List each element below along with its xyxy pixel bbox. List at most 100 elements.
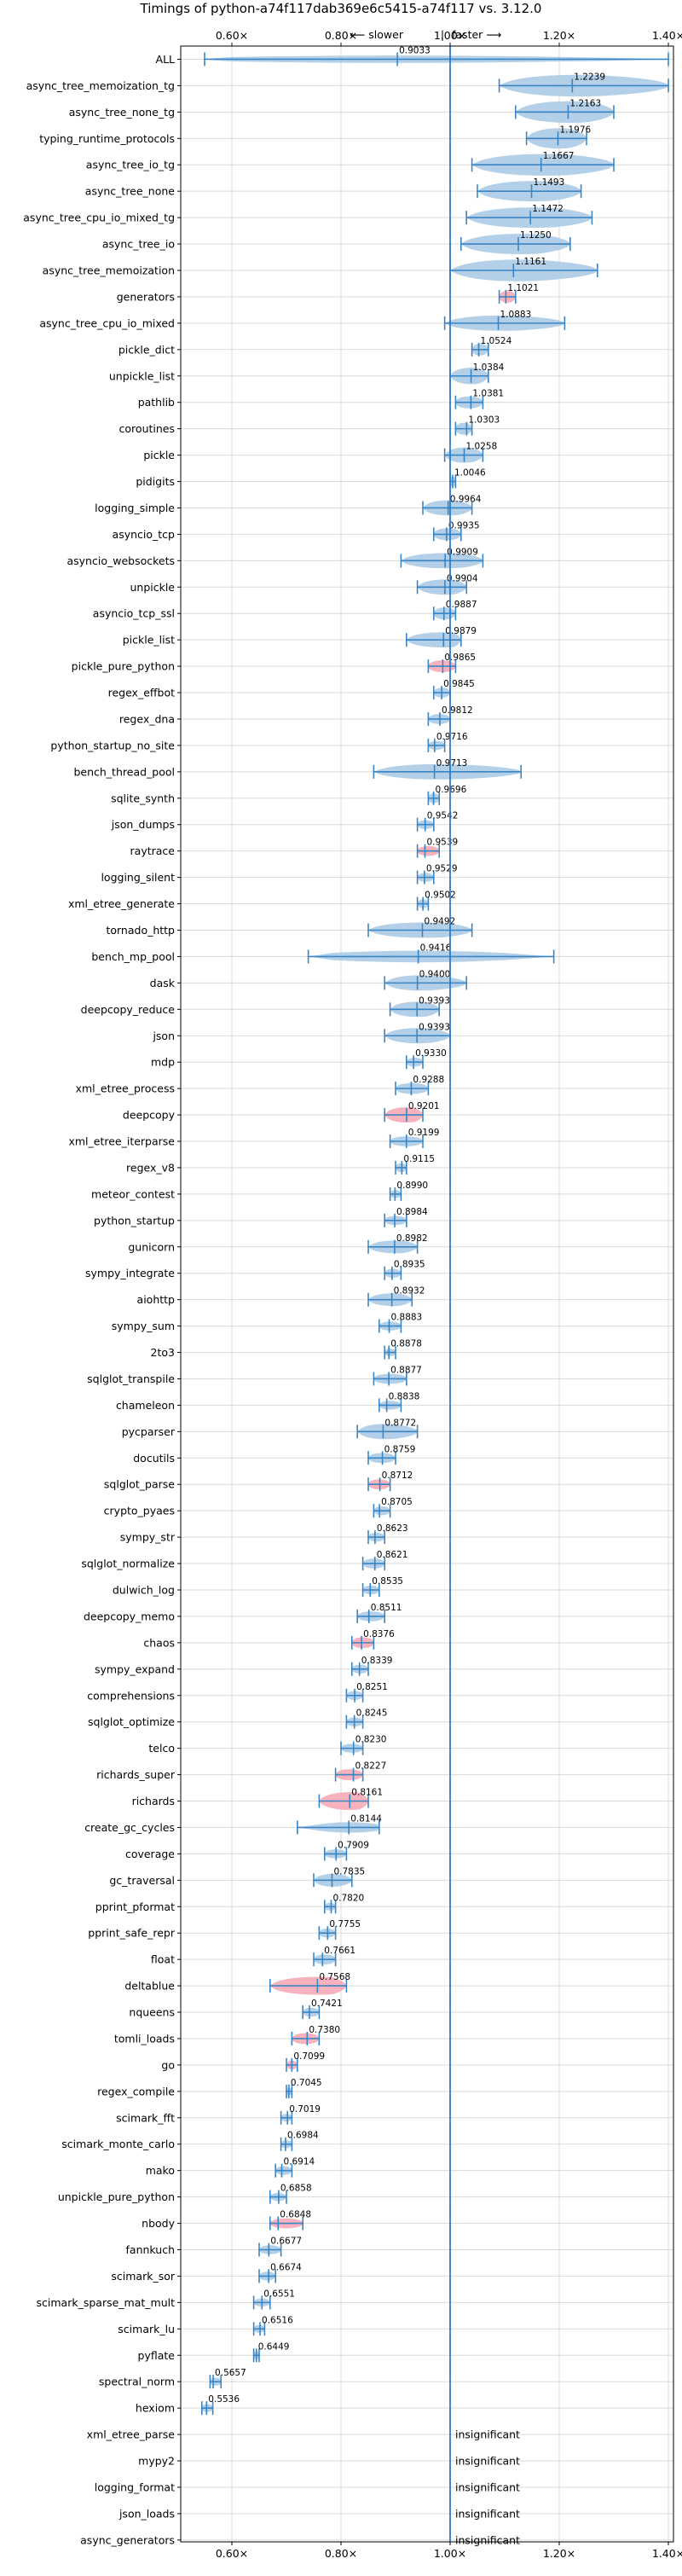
y-tick-label: go	[161, 2058, 175, 2071]
benchmark-row: go 0.7099	[161, 2051, 673, 2072]
value-label: 1.1021	[507, 283, 539, 293]
y-tick-label: deepcopy	[123, 1109, 176, 1122]
y-tick-label: async_tree_memoization	[43, 264, 175, 276]
y-tick-label: sympy_str	[120, 1531, 176, 1544]
value-label: 1.0883	[500, 310, 532, 320]
value-label: 0.8339	[361, 1656, 393, 1666]
value-label: 0.8838	[389, 1391, 420, 1401]
y-tick-label: logging_silent	[101, 871, 175, 884]
benchmark-row: python_startup_no_site 0.9716	[50, 732, 673, 752]
x-tick-label-bottom: 1.40×	[652, 2547, 682, 2560]
direction-separator: |	[441, 28, 444, 41]
y-tick-label: aiohttp	[137, 1293, 176, 1306]
y-tick-label: richards_super	[96, 1768, 176, 1781]
y-tick-label: xml_etree_iterparse	[68, 1135, 175, 1148]
value-label: 0.8878	[390, 1339, 422, 1349]
value-label: 0.7099	[293, 2051, 325, 2062]
value-label: 0.7835	[333, 1866, 365, 1877]
value-label: 0.7661	[324, 1946, 355, 1956]
value-label: 0.9033	[399, 45, 431, 55]
value-label: 1.1250	[520, 230, 552, 241]
y-tick-label: ALL	[156, 53, 176, 66]
benchmark-row: create_gc_cycles 0.8144	[84, 1813, 673, 1835]
value-label: 0.5657	[215, 2368, 246, 2378]
y-tick-label: sqlglot_normalize	[81, 1558, 175, 1570]
benchmark-row: fannkuch 0.6677	[126, 2236, 673, 2257]
y-tick-label: asyncio_tcp_ssl	[93, 607, 175, 620]
value-label: 1.0258	[466, 442, 498, 452]
y-tick-label: chaos	[143, 1636, 175, 1649]
benchmark-row: async_tree_cpu_io_mixed_tg 1.1472	[23, 204, 673, 229]
x-tick-label-bottom: 0.60×	[216, 2547, 248, 2560]
value-label: 0.9542	[427, 811, 459, 821]
benchmark-row: scimark_sor 0.6674	[111, 2262, 673, 2283]
y-tick-label: pprint_pformat	[95, 1900, 175, 1913]
y-tick-label: unpickle_list	[109, 369, 175, 382]
benchmark-row: sympy_str 0.8623	[120, 1523, 673, 1545]
benchmark-row: dulwich_log 0.8535	[113, 1576, 673, 1597]
benchmark-row: sqlglot_optimize 0.8245	[88, 1709, 673, 1729]
y-tick-label: pickle_list	[123, 634, 175, 647]
y-tick-label: crypto_pyaes	[104, 1505, 175, 1517]
y-tick-label: sympy_integrate	[85, 1267, 175, 1279]
benchmark-row: tomli_loads 0.7380	[114, 2025, 673, 2045]
value-label: 0.8245	[356, 1709, 388, 1719]
y-tick-label: docutils	[133, 1452, 175, 1465]
x-tick-label-top: 1.40×	[652, 29, 682, 42]
insignificant-label: insignificant	[455, 2428, 520, 2441]
value-label: 0.6674	[270, 2262, 302, 2272]
x-tick-label-bottom: 0.80×	[325, 2547, 357, 2560]
y-tick-label: async_tree_io	[102, 238, 175, 251]
benchmark-row: pprint_safe_repr 0.7755	[88, 1919, 673, 1941]
benchmark-row: sqlglot_normalize 0.8621	[81, 1550, 673, 1571]
y-tick-label: regex_compile	[97, 2085, 175, 2097]
benchmark-row: bench_thread_pool 0.9713	[73, 758, 673, 780]
y-tick-label: pprint_safe_repr	[88, 1927, 176, 1940]
y-tick-label: float	[151, 1953, 175, 1966]
benchmark-row: spectral_norm 0.5657	[99, 2368, 673, 2389]
value-label: 0.8251	[356, 1682, 388, 1692]
value-label: 1.1472	[532, 204, 564, 214]
x-axis-ticks: 0.60× 0.60× 0.80× 0.80× 1.00× 1.00× 1.20× 1.20×…	[216, 29, 682, 2560]
value-label: 0.9713	[436, 758, 468, 769]
value-label: 0.7755	[329, 1919, 361, 1929]
value-label: 1.1493	[534, 177, 565, 188]
y-tick-label: telco	[148, 1742, 175, 1755]
value-label: 0.8161	[351, 1788, 383, 1798]
y-tick-label: json	[152, 1030, 175, 1042]
value-label: 0.8376	[363, 1629, 395, 1639]
y-tick-label: regex_v8	[126, 1161, 175, 1174]
benchmark-row: chaos 0.8376	[143, 1629, 673, 1650]
y-tick-label: xml_etree_process	[76, 1082, 175, 1095]
value-label: 1.1161	[515, 257, 546, 267]
value-label: 0.9539	[426, 838, 458, 848]
value-label: 0.7909	[338, 1840, 369, 1850]
benchmark-row: typing_runtime_protocols 1.1976	[39, 125, 673, 149]
benchmark-rows: ALL 0.9033 async_tree_memoization_tg 1.2239…	[23, 45, 673, 2546]
benchmark-row: pycparser 0.8772	[122, 1418, 673, 1440]
value-label: 0.9879	[445, 626, 477, 636]
y-tick-label: meteor_contest	[91, 1187, 175, 1200]
y-tick-label: deepcopy_memo	[84, 1610, 175, 1622]
benchmark-row: deepcopy_memo 0.8511	[84, 1603, 673, 1623]
y-tick-label: xml_etree_generate	[68, 897, 175, 910]
benchmark-row: regex_v8 0.9115	[126, 1154, 673, 1175]
value-label: 0.9935	[448, 520, 480, 531]
value-label: 1.2163	[569, 98, 601, 108]
benchmark-row: mdp 0.9330	[151, 1048, 673, 1070]
value-label: 0.9845	[443, 679, 475, 689]
value-label: 0.9400	[419, 969, 451, 979]
y-tick-label: fannkuch	[126, 2243, 175, 2256]
value-label: 0.8712	[382, 1471, 413, 1481]
y-tick-label: mdp	[151, 1056, 175, 1069]
y-tick-label: spectral_norm	[99, 2376, 175, 2388]
x-tick-label-bottom: 1.00×	[434, 2547, 466, 2560]
benchmark-row: docutils 0.8759	[133, 1444, 673, 1465]
benchmark-row: pickle_list 0.9879	[123, 626, 673, 648]
benchmark-row: pickle_pure_python 0.9865	[72, 653, 673, 674]
y-tick-label: scimark_lu	[118, 2323, 175, 2335]
benchmark-row: unpickle_pure_python 0.6858	[58, 2184, 673, 2204]
benchmark-row: pickle_dict 1.0524	[118, 336, 673, 357]
benchmark-row: nqueens 0.7421	[129, 1999, 673, 2020]
y-tick-label: richards	[132, 1795, 175, 1807]
